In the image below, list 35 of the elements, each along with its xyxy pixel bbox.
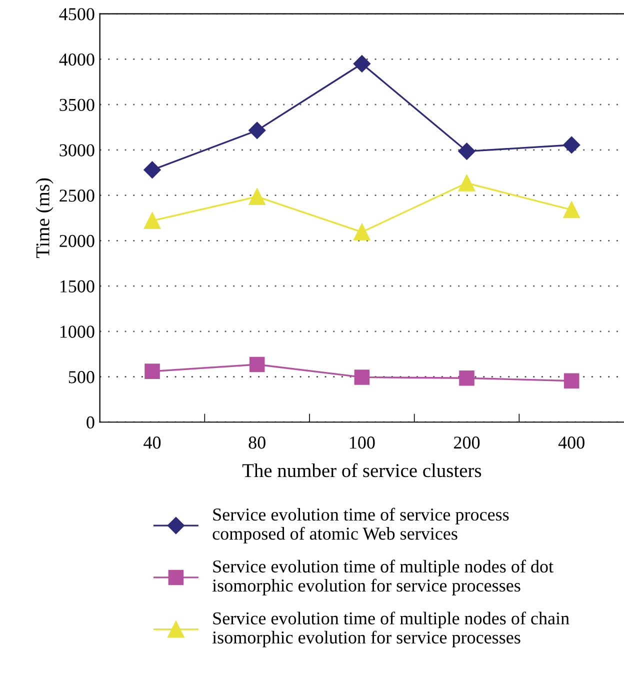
- point: [458, 142, 476, 160]
- x-tick-label: 100: [350, 436, 375, 449]
- point: [144, 364, 160, 379]
- point: [459, 370, 474, 386]
- point: [354, 370, 370, 385]
- legend-label: Service evolution time of multiple nodes of dot isomorphic evolution for service processes: [212, 560, 554, 596]
- point: [248, 122, 266, 139]
- point: [458, 174, 476, 192]
- point: [353, 55, 370, 72]
- point: [563, 136, 580, 154]
- legend-label: Service evolution time of service process composed of atomic Web services: [212, 508, 509, 544]
- x-tick-label: 80: [248, 436, 266, 449]
- legend-label: Service evolution time of multiple nodes of chain isomorphic evolution for service processes: [212, 612, 570, 648]
- y-tick-label: 1000: [60, 326, 94, 338]
- point: [248, 188, 266, 205]
- point: [144, 161, 161, 178]
- x-axis-title: The number of service clusters: [242, 463, 482, 478]
- y-tick-label: 0: [86, 416, 94, 429]
- y-tick-label: 4500: [59, 8, 94, 20]
- y-tick-label: 3000: [60, 144, 94, 156]
- y-tick-label: 2000: [60, 234, 94, 248]
- x-tick-label: 200: [454, 436, 480, 449]
- point: [564, 373, 580, 388]
- point: [563, 201, 580, 218]
- y-tick-label: 4000: [59, 53, 94, 66]
- point: [354, 224, 370, 240]
- y-axis-title: Time (ms): [36, 178, 54, 258]
- y-tick-label: 2500: [60, 190, 94, 202]
- y-tick-label: 3500: [60, 98, 94, 112]
- y-tick-label: 1500: [60, 280, 94, 292]
- point: [144, 212, 161, 230]
- x-tick-label: 400: [558, 436, 584, 449]
- point: [249, 356, 265, 372]
- y-tick-label: 500: [68, 371, 94, 384]
- x-tick-label: 40: [144, 436, 161, 449]
